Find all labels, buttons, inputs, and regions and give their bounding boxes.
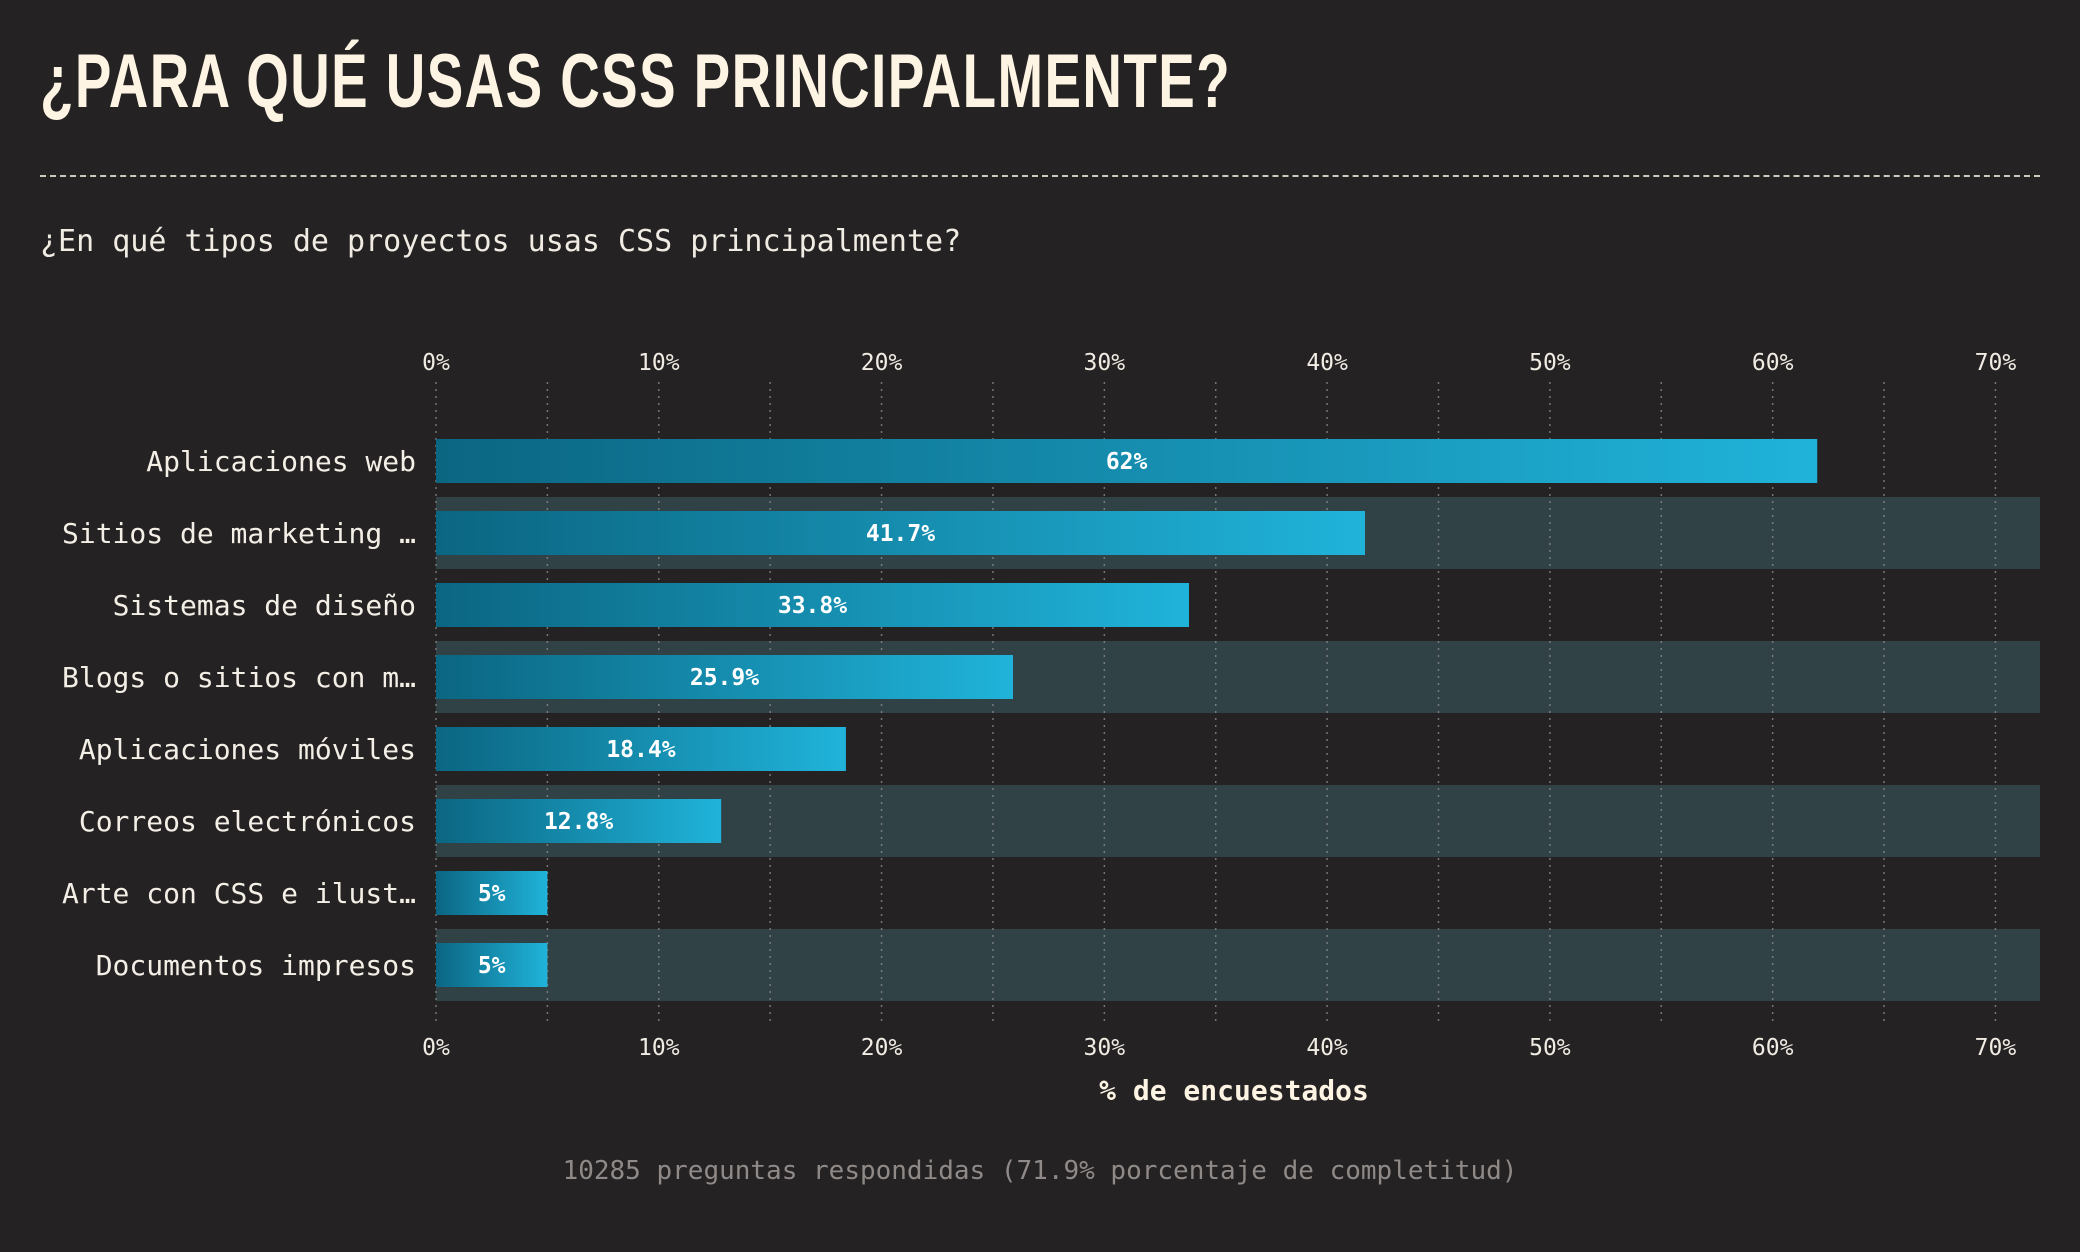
question-text: ¿En qué tipos de proyectos usas CSS prin… [40,224,962,259]
category-label: Blogs o sitios con m… [62,661,416,694]
category-labels: Aplicaciones web Sitios de marketing … Sis… [62,445,416,982]
x-tick-label-bottom: 20% [861,1035,903,1061]
x-tick-label-top: 40% [1306,350,1348,376]
bar [436,871,548,915]
x-tick-label-top: 20% [861,350,903,376]
bar [436,583,1189,627]
x-tick-label-bottom: 40% [1306,1035,1348,1061]
bar-value-label: 5% [478,953,506,979]
x-tick-label-bottom: 30% [1084,1035,1126,1061]
x-tick-label-top: 50% [1529,350,1571,376]
bar-value-label: 5% [478,881,506,907]
top-axis: 0% 10% 20% 30% 40% 50% 60% 70% [422,350,2016,376]
x-tick-label-bottom: 70% [1975,1035,2017,1061]
bar [436,727,846,771]
bar-value-label: 25.9% [690,665,759,691]
x-tick-label-bottom: 60% [1752,1035,1794,1061]
category-label: Documentos impresos [96,949,416,982]
bar-chart: 62% 41.7% 33.8% 25.9% 18.4% 12.8% 5% 5% Aplicac… [62,350,2040,1107]
category-label: Sistemas de diseño [113,589,416,622]
x-tick-label-top: 70% [1975,350,2017,376]
bar [436,655,1013,699]
category-label: Aplicaciones web [146,445,416,478]
x-axis-title: % de encuestados [1099,1074,1369,1107]
bar [436,511,1365,555]
x-tick-label-bottom: 50% [1529,1035,1571,1061]
bars: 62% 41.7% 33.8% 25.9% 18.4% 12.8% 5% 5% [436,439,1818,987]
footer-note: 10285 preguntas respondidas (71.9% porce… [562,1156,1518,1186]
category-label: Sitios de marketing … [62,517,416,550]
bar-value-label: 33.8% [778,593,847,619]
bottom-axis: 0% 10% 20% 30% 40% 50% 60% 70% [422,1035,2016,1061]
x-tick-label-bottom: 0% [422,1035,450,1061]
x-tick-label-top: 10% [638,350,680,376]
category-label: Aplicaciones móviles [79,733,416,766]
category-label: Arte con CSS e ilust… [62,877,416,910]
grid-lines [435,382,1997,1023]
bar-value-label: 41.7% [866,521,935,547]
bar [436,439,1818,483]
bar [436,943,548,987]
category-label: Correos electrónicos [79,805,416,838]
x-tick-label-bottom: 10% [638,1035,680,1061]
page-title: ¿PARA QUÉ USAS CSS PRINCIPALMENTE? [40,39,1232,124]
title-divider [40,175,2040,177]
x-tick-label-top: 60% [1752,350,1794,376]
x-tick-label-top: 0% [422,350,450,376]
row-band [436,929,2040,1001]
bar-value-label: 62% [1106,449,1148,475]
bar-value-label: 12.8% [544,809,613,835]
bar-value-label: 18.4% [606,737,675,763]
bar [436,799,722,843]
x-tick-label-top: 30% [1084,350,1126,376]
